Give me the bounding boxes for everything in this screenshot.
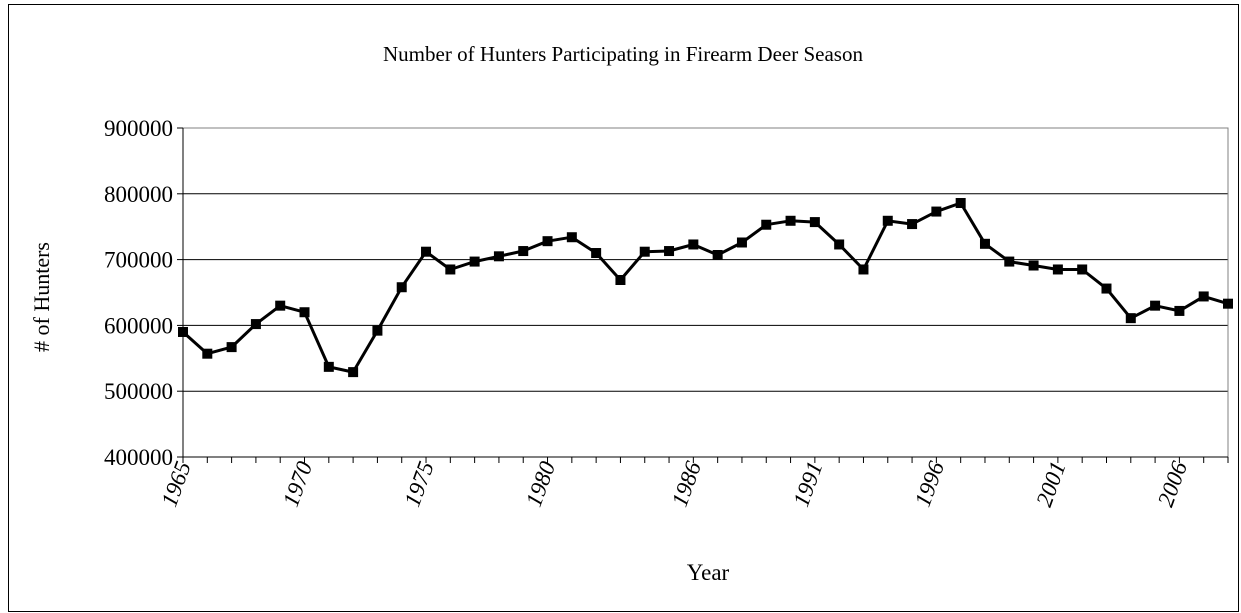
data-point-1974 (396, 282, 407, 293)
y-tick-label: 700000 (104, 248, 173, 273)
data-point-1991 (809, 217, 820, 228)
data-point-1996 (931, 206, 942, 217)
y-tick-label: 800000 (104, 182, 173, 207)
data-point-1992 (834, 239, 845, 250)
y-axis-label: # of Hunters (29, 242, 54, 352)
data-point-2006 (1174, 305, 1185, 316)
x-tick-label: 1996 (910, 458, 949, 510)
data-point-1978 (493, 251, 504, 262)
x-tick-label: 1986 (667, 458, 706, 510)
data-point-1988 (736, 237, 747, 248)
data-point-1989 (761, 219, 772, 230)
chart-frame: Number of Hunters Participating in Firea… (8, 4, 1239, 612)
data-point-1994 (882, 215, 893, 226)
gridlines (183, 127, 1228, 392)
data-point-1986 (688, 239, 699, 250)
data-point-2000 (1028, 260, 1039, 271)
y-tick-label: 500000 (104, 379, 173, 404)
x-tick-labels: 1965 1970 1975 1980 1986 1991 1996 2001 2006 (156, 458, 1192, 510)
data-point-1982 (591, 248, 602, 259)
data-point-1966 (202, 348, 213, 359)
data-point-1965 (178, 326, 188, 337)
x-tick-label: 1980 (521, 458, 560, 510)
data-point-1990 (785, 215, 796, 226)
data-point-1968 (250, 319, 261, 330)
data-point-1997 (955, 198, 966, 209)
data-point-1987 (712, 249, 723, 260)
data-point-1976 (445, 264, 456, 275)
x-tick-label: 1975 (399, 458, 438, 510)
plot-area (182, 127, 1229, 458)
x-tick-label: 2001 (1031, 458, 1070, 510)
data-point-1969 (275, 300, 286, 311)
data-point-2005 (1150, 300, 1161, 311)
data-point-2001 (1052, 264, 1063, 275)
y-tick-label: 600000 (104, 313, 173, 338)
y-tick-labels: 900000 800000 700000 600000 500000 400000 (104, 116, 173, 470)
data-point-1975 (421, 246, 432, 257)
x-axis-label: Year (687, 560, 730, 585)
data-point-1973 (372, 325, 383, 336)
data-point-1979 (518, 246, 529, 257)
data-point-2004 (1125, 313, 1136, 324)
data-point-1972 (348, 367, 359, 378)
data-point-1998 (979, 238, 990, 249)
data-point-1971 (323, 361, 334, 372)
line-chart: Number of Hunters Participating in Firea… (29, 42, 1233, 585)
data-point-2008 (1223, 298, 1233, 309)
x-tick-label: 2006 (1153, 458, 1192, 510)
series-line (182, 201, 1229, 374)
data-point-1985 (664, 246, 675, 257)
axes (177, 127, 1229, 463)
data-point-1983 (615, 274, 626, 285)
data-point-1967 (226, 342, 237, 353)
data-point-2002 (1077, 264, 1088, 275)
series-hunters (178, 198, 1233, 378)
data-point-1999 (1004, 256, 1015, 267)
data-point-1984 (639, 246, 650, 257)
data-point-1981 (566, 232, 577, 243)
data-point-1993 (858, 264, 869, 275)
data-point-2007 (1198, 291, 1209, 302)
data-point-1977 (469, 256, 480, 267)
data-point-1970 (299, 307, 310, 318)
data-point-1995 (907, 219, 918, 230)
y-tick-label: 400000 (104, 445, 173, 470)
y-tick-label: 900000 (104, 116, 173, 141)
x-tick-label: 1970 (278, 458, 317, 510)
chart-title: Number of Hunters Participating in Firea… (383, 42, 863, 66)
x-tick-label: 1991 (788, 458, 827, 510)
data-point-2003 (1101, 283, 1112, 294)
data-point-1980 (542, 236, 553, 247)
